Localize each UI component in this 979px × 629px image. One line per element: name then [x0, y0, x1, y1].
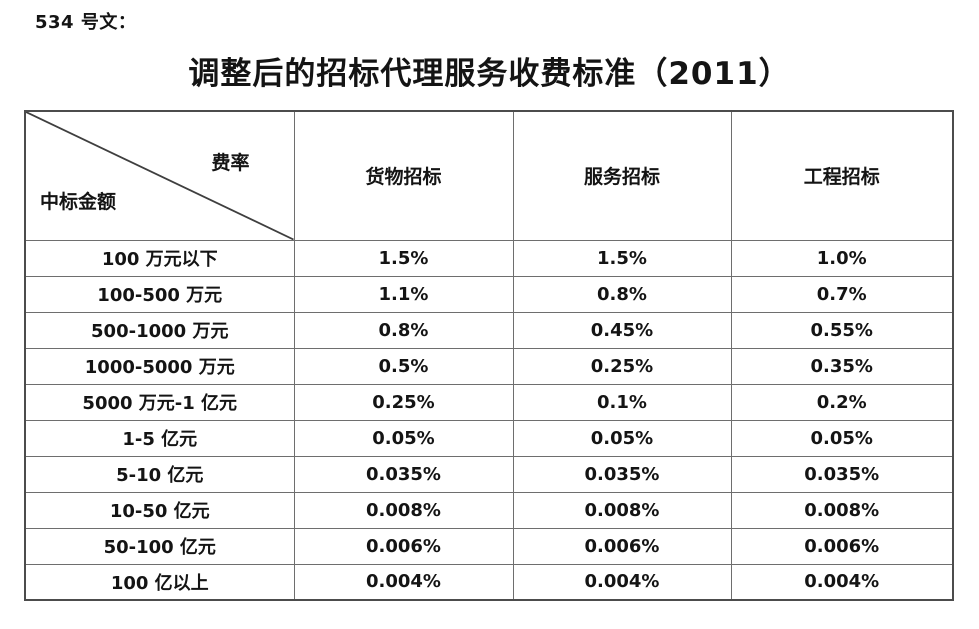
- row-label-amount-range: 1000-5000 万元: [24, 347, 295, 385]
- rate-value-cell: 0.45%: [512, 311, 732, 349]
- diagonal-corner-cell: 费率 中标金额: [24, 110, 295, 241]
- rate-value-cell: 0.35%: [730, 347, 954, 385]
- document-ref-label: 534 号文：: [35, 12, 137, 33]
- table-row: 5-10 亿元 0.035% 0.035% 0.035%: [24, 455, 954, 493]
- rate-value-cell: 0.05%: [730, 419, 954, 457]
- table-row: 500-1000 万元 0.8% 0.45% 0.55%: [24, 311, 954, 349]
- rate-value-cell: 0.05%: [512, 419, 732, 457]
- rate-value-cell: 0.05%: [293, 419, 514, 457]
- table-row: 50-100 亿元 0.006% 0.006% 0.006%: [24, 527, 954, 565]
- corner-label-rate: 费率: [211, 152, 250, 174]
- rate-value-cell: 0.25%: [512, 347, 732, 385]
- rate-value-cell: 0.1%: [512, 383, 732, 421]
- rate-value-cell: 0.5%: [293, 347, 514, 385]
- rate-value-cell: 0.008%: [293, 491, 514, 529]
- table-row: 100 万元以下 1.5% 1.5% 1.0%: [24, 239, 954, 277]
- rate-value-cell: 0.25%: [293, 383, 514, 421]
- rate-value-cell: 0.006%: [512, 527, 732, 565]
- rate-value-cell: 0.8%: [293, 311, 514, 349]
- rate-value-cell: 0.008%: [512, 491, 732, 529]
- rate-value-cell: 0.55%: [730, 311, 954, 349]
- rate-value-cell: 1.0%: [730, 239, 954, 277]
- rate-value-cell: 1.5%: [293, 239, 514, 277]
- rate-table-body: 100 万元以下 1.5% 1.5% 1.0% 100-500 万元 1.1% 0.8% 0.…: [24, 239, 954, 601]
- table-row: 100-500 万元 1.1% 0.8% 0.7%: [24, 275, 954, 313]
- rate-value-cell: 0.004%: [512, 563, 732, 601]
- table-row: 5000 万元-1 亿元 0.25% 0.1% 0.2%: [24, 383, 954, 421]
- rate-value-cell: 0.004%: [730, 563, 954, 601]
- table-header-row: 费率 中标金额 货物招标 服务招标 工程招标: [24, 110, 954, 241]
- page-title: 调整后的招标代理服务收费标准（2011）: [188, 56, 791, 92]
- table-row: 1-5 亿元 0.05% 0.05% 0.05%: [24, 419, 954, 457]
- row-label-amount-range: 5000 万元-1 亿元: [24, 383, 295, 421]
- corner-label-award-amount: 中标金额: [40, 190, 117, 213]
- rate-value-cell: 0.006%: [293, 527, 514, 565]
- column-header-goods-tender: 货物招标: [293, 110, 514, 241]
- row-label-amount-range: 500-1000 万元: [24, 311, 295, 349]
- column-header-service-tender: 服务招标: [512, 110, 732, 241]
- row-label-amount-range: 50-100 亿元: [24, 527, 295, 565]
- fee-rate-table: 费率 中标金额 货物招标 服务招标 工程招标 100 万元以下 1.5% 1.5% 1…: [24, 110, 954, 601]
- rate-value-cell: 1.5%: [512, 239, 732, 277]
- row-label-amount-range: 100-500 万元: [24, 275, 295, 313]
- rate-value-cell: 0.035%: [730, 455, 954, 493]
- column-header-works-tender: 工程招标: [730, 110, 954, 241]
- rate-value-cell: 0.006%: [730, 527, 954, 565]
- rate-value-cell: 0.035%: [293, 455, 514, 493]
- rate-value-cell: 0.8%: [512, 275, 732, 313]
- rate-value-cell: 0.7%: [730, 275, 954, 313]
- diagonal-line: [26, 112, 294, 240]
- row-label-amount-range: 10-50 亿元: [24, 491, 295, 529]
- rate-value-cell: 0.035%: [512, 455, 732, 493]
- row-label-amount-range: 5-10 亿元: [24, 455, 295, 493]
- rate-value-cell: 0.004%: [293, 563, 514, 601]
- row-label-amount-range: 1-5 亿元: [24, 419, 295, 457]
- row-label-amount-range: 100 万元以下: [24, 239, 295, 277]
- rate-value-cell: 0.2%: [730, 383, 954, 421]
- row-label-amount-range: 100 亿以上: [24, 563, 295, 601]
- rate-value-cell: 0.008%: [730, 491, 954, 529]
- table-row: 1000-5000 万元 0.5% 0.25% 0.35%: [24, 347, 954, 385]
- table-row: 10-50 亿元 0.008% 0.008% 0.008%: [24, 491, 954, 529]
- table-row: 100 亿以上 0.004% 0.004% 0.004%: [24, 563, 954, 601]
- rate-value-cell: 1.1%: [293, 275, 514, 313]
